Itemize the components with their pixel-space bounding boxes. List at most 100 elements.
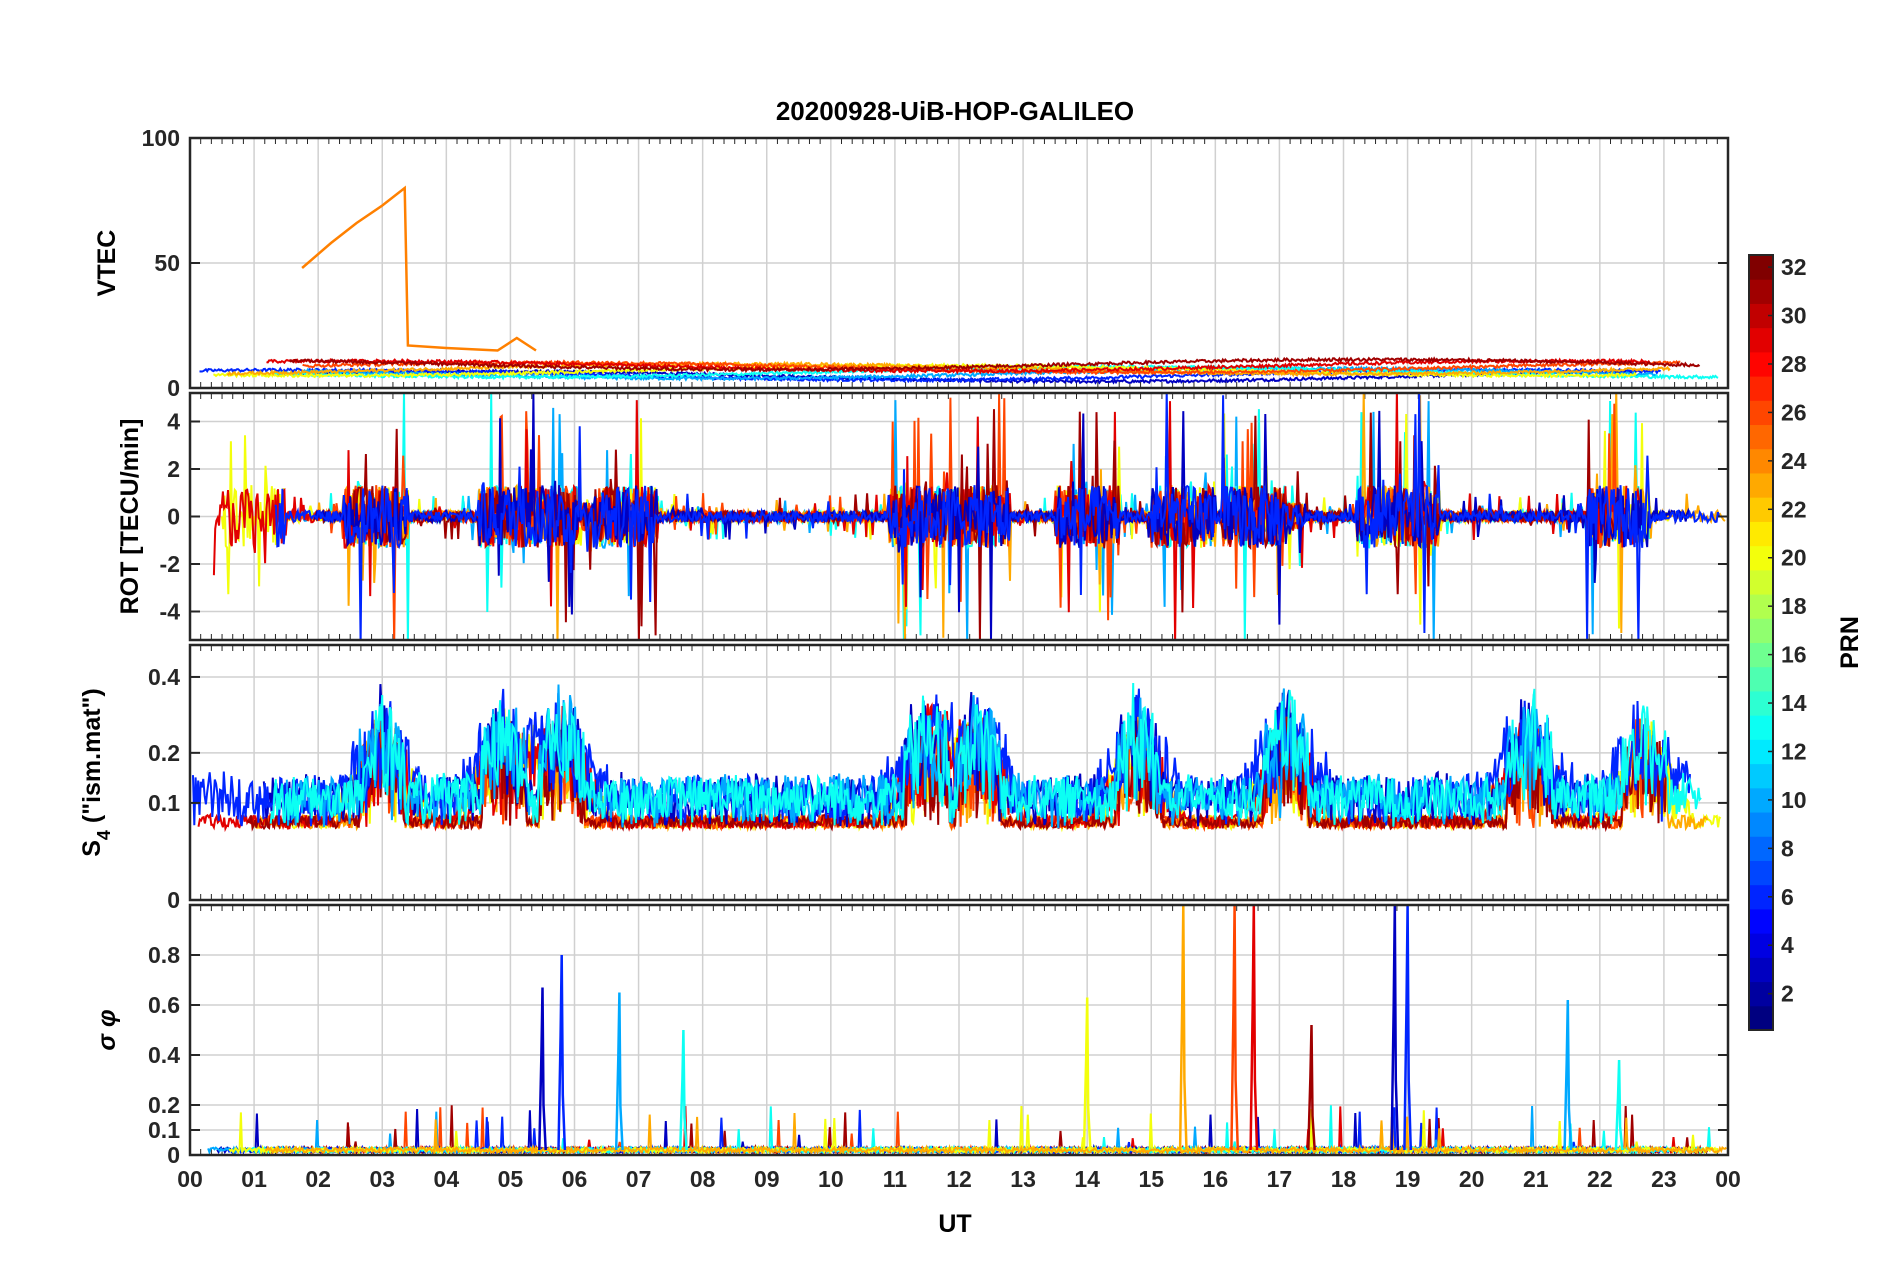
x-tick-label: 02 [305, 1166, 331, 1192]
x-tick-label: 09 [754, 1166, 780, 1192]
y-tick-label: -4 [160, 599, 181, 625]
colorbar-cell [1749, 812, 1773, 837]
y-tick-label: 0.4 [148, 1042, 180, 1068]
series-line [269, 682, 1702, 827]
y-tick-label: 0 [167, 1142, 180, 1168]
colorbar-tick-label: 22 [1781, 496, 1807, 522]
colorbar-tick-label: 2 [1781, 981, 1794, 1007]
panel-1: 0 50 100 VTEC [93, 125, 1730, 401]
x-tick-label: 06 [562, 1166, 588, 1192]
colorbar-tick-label: 16 [1781, 642, 1807, 668]
x-axis-label: UT [938, 1210, 971, 1238]
x-tick-label: 22 [1587, 1166, 1613, 1192]
colorbar-tick-label: 14 [1781, 690, 1807, 716]
y-tick-label: 0.8 [148, 942, 180, 968]
x-tick-label: 00 [1715, 1166, 1741, 1192]
spike-mark [1614, 1059, 1624, 1151]
series-line [266, 357, 1651, 375]
spike-mark [1082, 997, 1092, 1151]
series-line [288, 356, 1701, 374]
panel-2: -4 -2 0 2 4 ROT [TECU/min] [116, 391, 1730, 642]
series-line [313, 409, 1623, 640]
colorbar-cell [1749, 618, 1773, 643]
colorbar-cell [1749, 908, 1773, 934]
plot-area [199, 185, 1719, 386]
y-tick-label: 0.1 [148, 790, 180, 816]
y-tick-label: 0.2 [148, 1092, 180, 1118]
x-tick-label: 17 [1267, 1166, 1293, 1192]
colorbar-cell [1749, 424, 1773, 450]
y-axis-label: S4 ("ism.mat") [78, 688, 114, 857]
spike-mark [1390, 905, 1400, 1151]
y-tick-label: 50 [154, 250, 180, 276]
plot-area [212, 393, 1726, 640]
prn24-line [301, 185, 537, 352]
x-tick-label: 21 [1523, 1166, 1549, 1192]
y-tick-label: 0.6 [148, 992, 180, 1018]
colorbar-tick-label: 24 [1781, 448, 1807, 474]
y-axis-label: σ φ [93, 1009, 121, 1050]
y-tick-label: 0 [167, 504, 180, 530]
y-tick-label: 100 [142, 125, 180, 151]
y-tick-label: 0.1 [148, 1117, 180, 1143]
x-tick-label: 03 [369, 1166, 395, 1192]
spike-mark [557, 954, 567, 1151]
x-tick-label: 08 [690, 1166, 716, 1192]
spike-mark [1563, 999, 1573, 1151]
colorbar-tick-label: 18 [1781, 593, 1807, 619]
y-tick-label: 0.4 [148, 664, 180, 690]
colorbar-cell [1749, 860, 1773, 886]
colorbar-tick-label: 32 [1781, 254, 1807, 280]
x-tick-label: 14 [1074, 1166, 1100, 1192]
series-line [250, 1105, 1714, 1155]
x-tick-label: 23 [1651, 1166, 1677, 1192]
y-axis-label: ROT [TECU/min] [116, 419, 144, 615]
y-axis-label: VTEC [93, 230, 121, 297]
colorbar-tick-label: 8 [1781, 835, 1794, 861]
x-tick-label: 15 [1138, 1166, 1164, 1192]
spike-mark [1307, 1024, 1316, 1151]
y-tick-label: 0.2 [148, 740, 180, 766]
colorbar-cell [1749, 715, 1773, 740]
series-line [274, 393, 1721, 640]
plot-area [192, 682, 1722, 833]
colorbar-cell [1749, 957, 1773, 983]
colorbar-cell [1749, 327, 1773, 353]
colorbar-label: PRN [1836, 616, 1864, 669]
colorbar-tick-label: 6 [1781, 884, 1794, 910]
colorbar-cell [1749, 763, 1773, 789]
panel-3: 0 0.1 0.2 0.4 S4 ("ism.mat") [78, 643, 1730, 913]
plot-area [207, 905, 1728, 1155]
colorbar-cell [1749, 1005, 1773, 1031]
axes-frame [188, 643, 1730, 902]
colorbar-cell [1749, 666, 1773, 692]
colorbar-tick-label: 4 [1781, 932, 1794, 958]
spike-mark [1403, 905, 1413, 1151]
colorbar-tick-label: 10 [1781, 787, 1807, 813]
colorbar-frame [1748, 254, 1774, 1031]
series-line [264, 1112, 1728, 1155]
x-tick-label: 18 [1331, 1166, 1357, 1192]
x-tick-label: 05 [498, 1166, 524, 1192]
colorbar-cell [1749, 376, 1773, 401]
x-tick-label: 04 [434, 1166, 460, 1192]
colorbar-tick-label: 26 [1781, 399, 1807, 425]
spike-mark [1230, 905, 1240, 1151]
y-tick-label: 2 [167, 456, 180, 482]
x-tick-label: 00 [177, 1166, 203, 1192]
colorbar-cell [1749, 521, 1773, 547]
y-tick-label: 0 [167, 375, 180, 401]
x-tick-label: 13 [1010, 1166, 1036, 1192]
spike-mark [614, 992, 624, 1151]
y-tick-label: -2 [160, 551, 180, 577]
spike-mark [1178, 905, 1188, 1151]
colorbar-tick-label: 12 [1781, 738, 1807, 764]
x-tick-label: 16 [1203, 1166, 1229, 1192]
y-tick-label: 0 [167, 887, 180, 913]
colorbar-cell [1749, 472, 1773, 498]
x-tick-label: 12 [946, 1166, 972, 1192]
x-tick-label: 20 [1459, 1166, 1485, 1192]
x-tick-label: 07 [626, 1166, 652, 1192]
